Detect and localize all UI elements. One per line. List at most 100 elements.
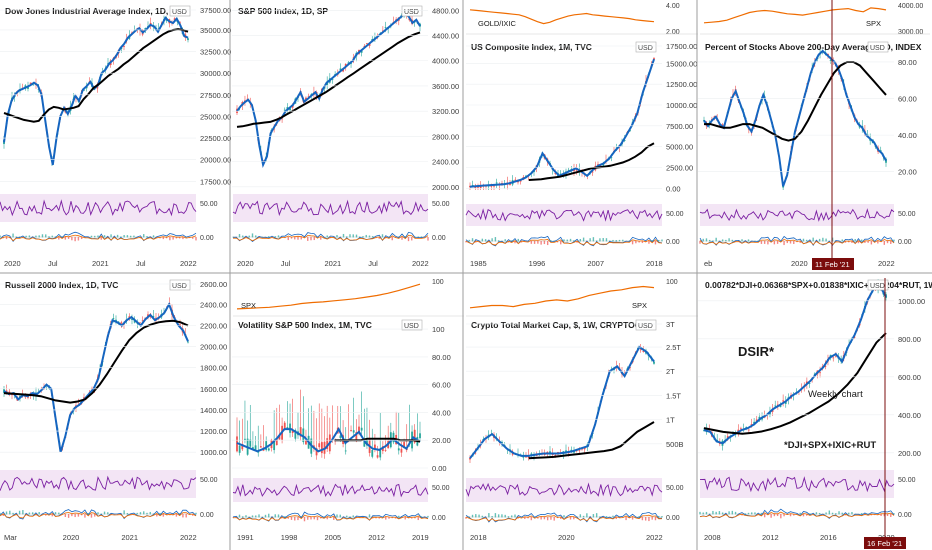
y-tick-label: 35000.00 (200, 26, 231, 35)
osc-histogram-bar (835, 241, 837, 242)
osc-histogram-bar (468, 516, 470, 518)
osc-histogram-bar (550, 240, 552, 242)
osc-histogram-bar (638, 516, 640, 518)
currency-label: USD (870, 283, 885, 290)
candle-body (331, 79, 334, 80)
y-tick-label: 0.00 (666, 184, 681, 193)
osc-histogram-bar (336, 514, 338, 518)
ema-line (3, 16, 189, 166)
candle-body (400, 448, 403, 453)
candle-body (120, 322, 123, 324)
candle-body (141, 320, 144, 322)
osc-histogram-bar (728, 238, 730, 242)
chart-title: Dow Jones Industrial Average Index, 1D, … (5, 6, 182, 16)
osc-histogram-bar (851, 241, 853, 243)
osc-tick-label: 0.00 (200, 235, 214, 242)
osc-histogram-bar (760, 241, 763, 244)
osc-histogram-bar (825, 512, 827, 515)
rsi-tick-label: 50.00 (666, 485, 684, 492)
y-tick-label: 2000.00 (200, 343, 227, 352)
osc-histogram-bar (883, 514, 885, 517)
osc-histogram-bar (178, 237, 181, 239)
osc-histogram-bar (87, 237, 89, 238)
osc-histogram-bar (731, 510, 734, 515)
sma-line (3, 319, 189, 404)
osc-histogram-bar (362, 236, 364, 238)
osc-histogram-bar (398, 236, 400, 238)
osc-histogram-bar (622, 239, 624, 242)
osc-histogram-bar (284, 516, 286, 518)
y-tick-label: 2200.00 (200, 322, 227, 331)
osc-histogram-bar (543, 241, 546, 245)
osc-histogram-bar (712, 510, 714, 515)
y-tick-label: 40.00 (432, 408, 451, 417)
osc-histogram-bar (97, 512, 99, 515)
osc-tick-label: 0.00 (666, 239, 680, 246)
osc-histogram-bar (511, 240, 513, 242)
osc-histogram-bar (116, 234, 119, 238)
candle-body (326, 438, 329, 449)
candle-body (360, 50, 363, 53)
osc-histogram-bar (471, 514, 474, 518)
osc-histogram-bar (107, 512, 109, 515)
osc-histogram-bar (407, 237, 410, 242)
y-tick-label: 2800.00 (432, 132, 459, 141)
osc-histogram-bar (97, 235, 99, 238)
candle-body (384, 449, 387, 451)
osc-histogram-bar (799, 241, 801, 243)
osc-histogram-bar (401, 237, 403, 240)
candle-body (479, 186, 482, 188)
osc-histogram-bar (546, 241, 549, 246)
osc-line (232, 231, 429, 243)
osc-histogram-bar (773, 241, 776, 245)
osc-histogram-bar (864, 241, 866, 243)
candle-body (286, 427, 289, 429)
y-tick-label: 3200.00 (432, 107, 459, 116)
rsi-band (233, 478, 428, 502)
osc-histogram-bar (773, 514, 776, 517)
osc-signal-line (465, 238, 663, 246)
osc-histogram-bar (94, 235, 96, 238)
candle-body (318, 443, 321, 448)
osc-histogram-bar (64, 237, 67, 240)
osc-histogram-bar (582, 515, 585, 518)
osc-histogram-bar (248, 235, 250, 238)
x-tick-label: 2012 (368, 533, 385, 542)
osc-histogram-bar (484, 239, 487, 242)
osc-histogram-bar (747, 512, 750, 515)
osc-tick-label: 0.00 (432, 235, 446, 242)
ratio-series-line (469, 285, 655, 309)
candle-body (294, 430, 297, 439)
osc-histogram-bar (709, 239, 711, 242)
candle-body (305, 440, 307, 445)
osc-histogram-bar (806, 239, 808, 242)
date-marker-badge (864, 537, 906, 549)
chart-title: Percent of Stocks Above 200-Day Average,… (705, 42, 922, 52)
osc-histogram-bar (573, 517, 575, 520)
osc-histogram-bar (84, 514, 86, 518)
osc-histogram-bar (705, 238, 708, 242)
osc-histogram-bar (893, 513, 895, 515)
osc-histogram-bar (731, 239, 734, 242)
y-tick-label: 0.00 (432, 464, 447, 473)
candle-body (703, 119, 705, 121)
osc-histogram-bar (136, 512, 138, 515)
candle-body (139, 322, 141, 324)
osc-histogram-bar (178, 513, 181, 515)
y-tick-label: 20.00 (432, 436, 451, 445)
osc-histogram-bar (268, 236, 270, 238)
chart-panel-rut: Russell 2000 Index, 1D, TVC USD 50.00 0.00 M… (0, 279, 218, 542)
y-tick-label: 2500.00 (666, 164, 693, 173)
osc-histogram-bar (651, 517, 653, 520)
currency-label: USD (638, 323, 653, 330)
ratio-series-line (469, 9, 655, 25)
osc-histogram-bar (631, 241, 634, 245)
osc-histogram-bar (734, 511, 737, 515)
ema-line (236, 12, 421, 169)
candle-body (469, 457, 471, 460)
candle-body (29, 82, 32, 84)
candle-body (403, 442, 405, 449)
candle-body (289, 108, 291, 111)
osc-histogram-bar (258, 514, 260, 518)
